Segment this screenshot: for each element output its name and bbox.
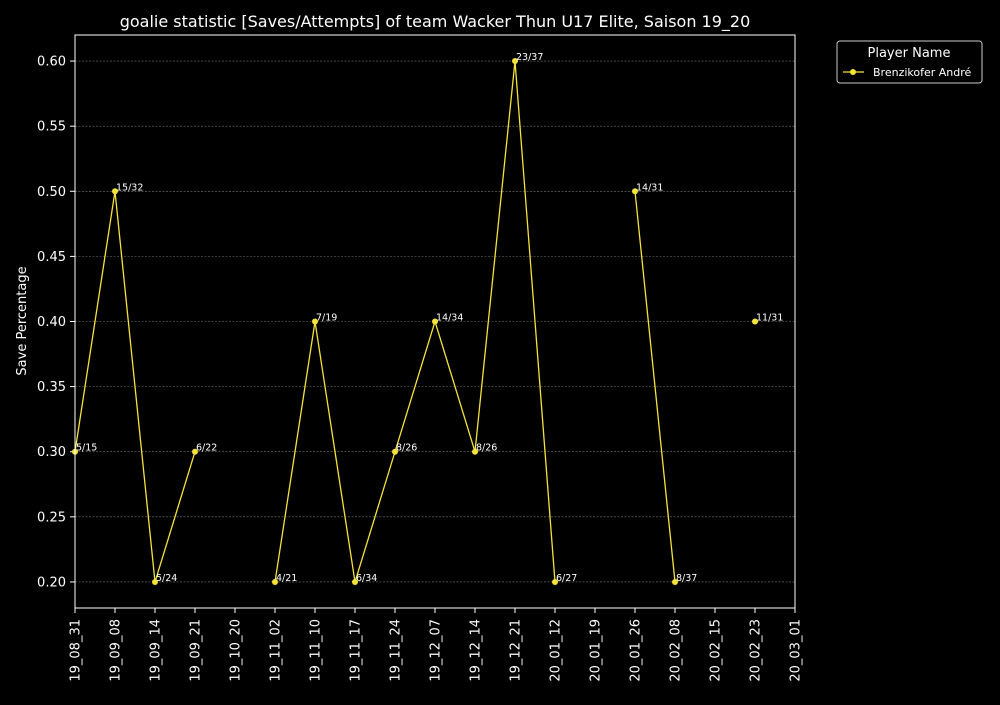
data-point <box>392 448 398 455</box>
data-label: 15/32 <box>116 182 143 193</box>
data-point <box>152 578 158 585</box>
legend-series-marker <box>850 69 856 75</box>
x-tick-label: 20_02_08 <box>669 619 684 682</box>
x-tick-label: 20_01_26 <box>629 619 644 682</box>
legend-title: Player Name <box>868 46 951 61</box>
data-point <box>752 318 758 325</box>
data-point <box>192 448 198 455</box>
x-axis-ticks: 19_08_31 19_09_08 19_09_14 19_09_21 19_10_20… <box>69 608 804 682</box>
y-tick-label: 0.50 <box>37 185 66 200</box>
data-point <box>432 318 438 325</box>
y-tick-label: 0.35 <box>37 380 66 395</box>
y-tick-label: 0.55 <box>37 120 66 135</box>
series-layer <box>72 58 758 585</box>
data-label: 8/26 <box>476 443 497 454</box>
x-tick-label: 19_08_31 <box>69 619 84 682</box>
x-tick-label: 19_12_07 <box>429 619 444 682</box>
y-tick-label: 0.25 <box>37 510 66 525</box>
legend: Player Name Brenzikofer André <box>836 40 983 84</box>
x-tick-label: 19_11_10 <box>309 619 324 682</box>
grid-lines <box>75 60 795 583</box>
series-line <box>634 191 676 583</box>
data-point <box>312 318 318 325</box>
x-tick-label: 19_10_20 <box>229 619 244 682</box>
legend-box <box>836 40 983 84</box>
data-label: 6/27 <box>556 573 577 584</box>
x-tick-label: 20_03_01 <box>789 619 804 682</box>
data-point <box>512 58 518 65</box>
y-tick-label: 0.45 <box>37 250 66 265</box>
data-point <box>632 188 638 195</box>
x-tick-label: 19_11_02 <box>269 619 284 682</box>
x-tick-label: 20_01_12 <box>549 619 564 682</box>
data-label: 23/37 <box>516 52 543 63</box>
x-tick-label: 19_09_14 <box>149 619 164 682</box>
plot-area-frame <box>74 34 796 609</box>
series-line <box>74 191 196 583</box>
x-tick-label: 19_12_14 <box>469 619 484 682</box>
x-tick-label: 19_12_21 <box>509 619 524 682</box>
data-point <box>472 448 478 455</box>
series-line <box>274 60 556 583</box>
data-label: 4/21 <box>276 573 297 584</box>
data-point <box>672 578 678 585</box>
data-label: 8/26 <box>396 443 417 454</box>
data-point <box>272 578 278 585</box>
x-tick-label: 20_02_23 <box>749 619 764 682</box>
data-label: 5/15 <box>76 443 97 454</box>
x-tick-label: 20_02_15 <box>709 619 724 682</box>
data-label: 14/34 <box>436 313 463 324</box>
data-label: 7/19 <box>316 313 337 324</box>
data-label: 5/24 <box>156 573 177 584</box>
x-tick-label: 19_09_08 <box>109 619 124 682</box>
x-tick-label: 19_11_24 <box>389 619 404 682</box>
y-axis-label: Save Percentage <box>15 266 30 375</box>
y-tick-label: 0.30 <box>37 445 66 460</box>
y-tick-label: 0.20 <box>37 575 66 590</box>
data-labels: 5/15 15/32 5/24 6/22 4/21 7/19 6/34 8/26 14/34 8/… <box>76 52 783 584</box>
data-label: 14/31 <box>636 182 663 193</box>
y-tick-label: 0.60 <box>37 55 66 70</box>
x-tick-label: 19_09_21 <box>189 619 204 682</box>
y-axis-ticks: 0.20 0.25 0.30 0.35 0.40 0.45 0.50 0.55 0.60 <box>37 55 75 590</box>
legend-series-name: Brenzikofer André <box>873 66 972 79</box>
data-label: 6/34 <box>356 573 377 584</box>
data-label: 8/37 <box>676 573 697 584</box>
chart-title: goalie statistic [Saves/Attempts] of tea… <box>120 12 751 32</box>
y-tick-label: 0.40 <box>37 315 66 330</box>
x-tick-label: 20_01_19 <box>589 619 604 682</box>
data-point <box>112 188 118 195</box>
x-tick-label: 19_11_17 <box>349 619 364 682</box>
data-point <box>352 578 358 585</box>
data-label: 6/22 <box>196 443 217 454</box>
data-label: 11/31 <box>756 313 783 324</box>
data-point <box>552 578 558 585</box>
